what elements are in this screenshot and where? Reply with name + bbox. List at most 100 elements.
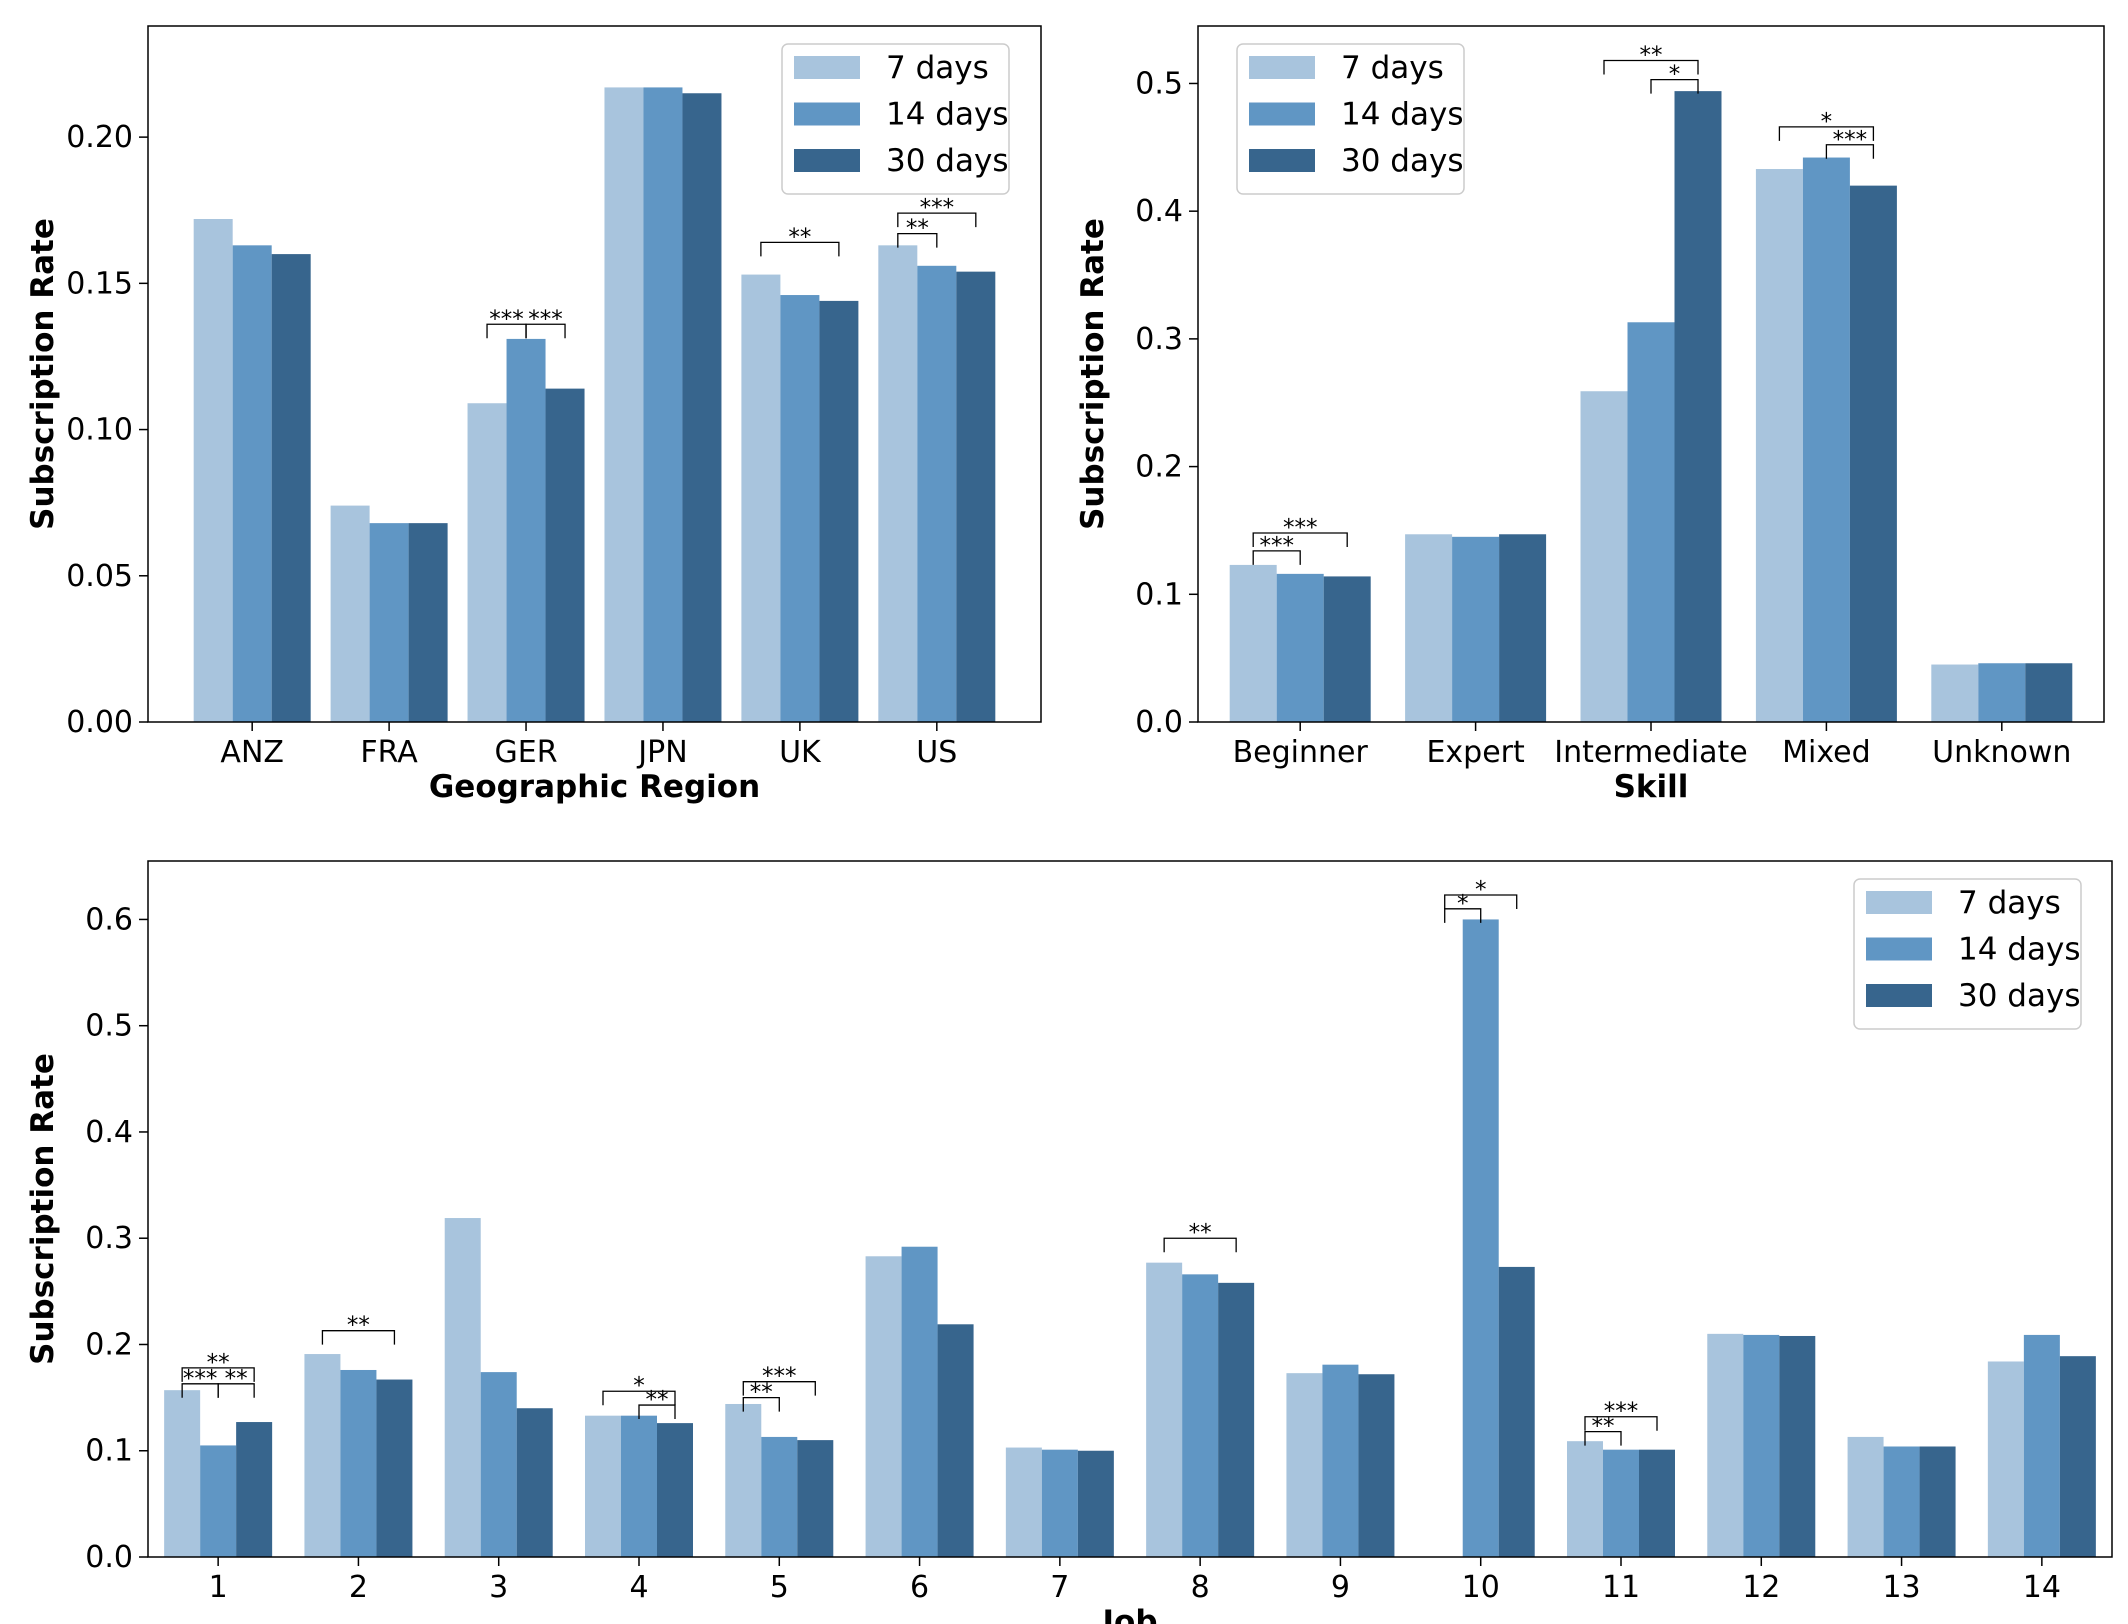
- significance-bracket: [760, 241, 840, 257]
- significance-bracket: [1650, 78, 1699, 94]
- significance-label: ***: [1833, 127, 1868, 153]
- bar-30-days-4: [657, 1423, 693, 1557]
- bar-14-days-ger: [506, 338, 546, 722]
- x-tick-label: 1: [209, 1570, 228, 1605]
- bar-7-days-6: [865, 1256, 902, 1557]
- x-tick-label: 5: [770, 1570, 789, 1605]
- significance-bracket: [1444, 894, 1518, 910]
- significance-label: ***: [1283, 515, 1318, 541]
- bar-14-days-fra: [369, 523, 409, 722]
- y-tick-label: 0.6: [85, 902, 133, 937]
- significance-bracket: [1778, 126, 1875, 141]
- legend-label-30-days: 30 days: [886, 143, 1008, 179]
- x-tick-label: 4: [629, 1570, 648, 1605]
- y-tick-label: 0.2: [1135, 450, 1183, 485]
- legend-swatch-7-days: [1866, 891, 1932, 914]
- bar-7-days-7: [1005, 1447, 1042, 1557]
- y-tick-label: 0.3: [1135, 322, 1183, 357]
- bar-14-days-beginner: [1276, 573, 1324, 722]
- bar-7-days-intermediate: [1580, 391, 1628, 722]
- y-tick-label: 0.20: [66, 120, 133, 155]
- y-axis-label: Subscription Rate: [1075, 218, 1111, 530]
- x-axis-label: Skill: [1614, 769, 1689, 805]
- x-axis-label: Geographic Region: [429, 769, 760, 805]
- bar-30-days-8: [1218, 1282, 1255, 1557]
- legend-label-14-days: 14 days: [1958, 932, 2080, 968]
- significance-label: ***: [762, 1364, 797, 1390]
- legend: 7 days 14 days 30 days: [781, 43, 1010, 195]
- significance-label: **: [750, 1380, 773, 1406]
- y-axis-label: Subscription Rate: [25, 1053, 61, 1365]
- x-tick-label: Expert: [1426, 735, 1525, 770]
- bar-14-days-8: [1182, 1274, 1219, 1557]
- x-tick-label: FRA: [360, 735, 418, 770]
- bar-14-days-6: [901, 1246, 938, 1557]
- chart-region: 0.00 0.05 0.10 0.15 0.20 ANZ FRA GER JPN UK US Geog…: [25, 25, 1042, 805]
- bar-7-days-9: [1286, 1373, 1323, 1557]
- significance-bracket: [742, 1381, 816, 1396]
- x-tick-label: Mixed: [1782, 735, 1871, 770]
- bar-30-days-5: [797, 1440, 834, 1557]
- bar-30-days-11: [1639, 1449, 1675, 1557]
- y-tick-label: 0.1: [1135, 577, 1183, 612]
- y-tick-label: 0.0: [85, 1540, 133, 1575]
- bar-7-days-anz: [193, 219, 233, 722]
- y-tick-label: 0.4: [85, 1115, 133, 1150]
- bar-30-days-12: [1779, 1335, 1816, 1557]
- bar-14-days-uk: [780, 295, 820, 722]
- significance-bracket: [1603, 59, 1699, 75]
- bar-30-days-10: [1498, 1266, 1535, 1557]
- significance-bracket: [525, 323, 566, 339]
- y-tick-label: 0.4: [1135, 194, 1183, 229]
- bar-7-days-8: [1146, 1262, 1183, 1557]
- bar-14-days-10: [1462, 919, 1499, 1557]
- x-tick-label: Unknown: [1932, 735, 2071, 770]
- bar-14-days-7: [1041, 1449, 1078, 1557]
- bar-30-days-13: [1919, 1446, 1956, 1557]
- x-tick-label: 13: [1882, 1570, 1920, 1605]
- significance-bracket: [602, 1390, 676, 1406]
- x-tick-label: 9: [1331, 1570, 1350, 1605]
- significance-bracket: [897, 232, 938, 248]
- bar-14-days-us: [917, 265, 957, 722]
- x-tick-label: 12: [1742, 1570, 1780, 1605]
- bar-7-days-jpn: [604, 87, 644, 723]
- y-tick-label: 0.15: [66, 266, 133, 301]
- legend: 7 days 14 days 30 days: [1236, 43, 1465, 195]
- significance-label: *: [633, 1373, 645, 1399]
- bar-14-days-1: [200, 1445, 237, 1557]
- bar-14-days-12: [1743, 1334, 1780, 1557]
- x-tick-label: 6: [910, 1570, 929, 1605]
- bar-7-days-fra: [330, 505, 370, 722]
- significance-bracket: [1825, 144, 1875, 159]
- y-tick-label: 0.2: [85, 1327, 133, 1362]
- legend-label-14-days: 14 days: [886, 97, 1008, 133]
- legend-swatch-30-days: [1866, 984, 1932, 1007]
- x-tick-label: 2: [349, 1570, 368, 1605]
- bar-7-days-expert: [1405, 534, 1453, 722]
- legend-label-14-days: 14 days: [1341, 97, 1463, 133]
- significance-bracket: [1584, 1430, 1622, 1446]
- x-tick-label: Beginner: [1233, 735, 1369, 770]
- significance-label: *: [1821, 109, 1833, 135]
- significance-label: **: [1592, 1414, 1615, 1440]
- bar-30-days-anz: [271, 254, 311, 723]
- x-tick-label: ANZ: [220, 735, 284, 770]
- y-tick-label: 0.10: [66, 413, 133, 448]
- significance-bracket: [638, 1404, 676, 1420]
- legend-label-30-days: 30 days: [1958, 978, 2080, 1014]
- legend-swatch-14-days: [1249, 102, 1315, 126]
- bar-14-days-anz: [232, 245, 272, 722]
- legend-label-30-days: 30 days: [1341, 143, 1463, 179]
- significance-label: **: [1189, 1220, 1212, 1246]
- y-tick-label: 0.0: [1135, 705, 1183, 740]
- significance-bracket: [1163, 1237, 1237, 1253]
- x-tick-label: UK: [779, 735, 822, 770]
- significance-label: *: [1457, 891, 1469, 917]
- bar-7-days-3: [444, 1218, 481, 1557]
- bar-7-days-4: [585, 1415, 621, 1557]
- significance-label: ***: [1604, 1399, 1639, 1425]
- bar-14-days-9: [1322, 1364, 1359, 1557]
- bar-30-days-ger: [545, 388, 585, 722]
